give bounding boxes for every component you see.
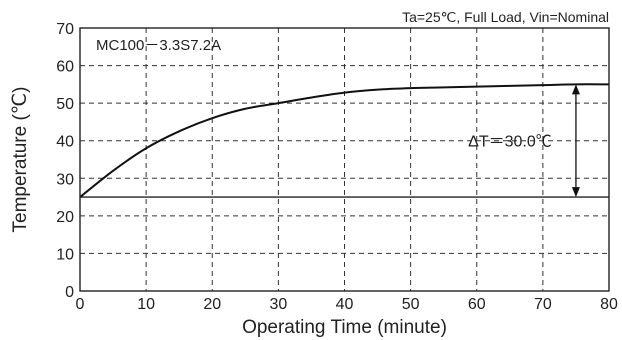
plot-layer xyxy=(79,83,610,198)
y-tick-label: 60 xyxy=(56,59,74,76)
x-tick-label: 30 xyxy=(269,296,287,313)
y-tick-label: 50 xyxy=(56,96,74,113)
y-tick-label: 70 xyxy=(56,21,74,38)
test-conditions: Ta=25℃, Full Load, Vin=Nominal xyxy=(402,9,609,25)
x-tick-label: 0 xyxy=(76,296,85,313)
x-tick-label: 20 xyxy=(203,296,221,313)
delta-t-arrowhead-up xyxy=(571,84,580,95)
y-tick-label: 10 xyxy=(56,246,74,263)
y-tick-label: 30 xyxy=(56,171,74,188)
x-tick-label: 80 xyxy=(600,296,618,313)
plot-frame xyxy=(79,27,610,292)
y-tick-label: 40 xyxy=(56,134,74,151)
temperature-curve xyxy=(79,83,610,198)
x-axis-title: Operating Time (minute) xyxy=(242,317,447,338)
y-tick-label: 20 xyxy=(56,209,74,226)
delta-t-label: ΔT＝30.0℃ xyxy=(468,134,552,151)
x-tick-label: 50 xyxy=(402,296,420,313)
x-tick-label: 40 xyxy=(336,296,354,313)
x-tick-label: 70 xyxy=(534,296,552,313)
y-axis-title: Temperature (℃) xyxy=(10,87,31,233)
grid-lines xyxy=(80,28,609,291)
delta-t-arrowhead-down xyxy=(571,187,580,198)
model-label: MC100－3.3S7.2A xyxy=(96,37,221,54)
x-tick-label: 10 xyxy=(137,296,155,313)
tick-labels: 0 10 20 30 40 50 60 70 80 0 10 20 30 40 50 60 70 xyxy=(56,21,618,313)
y-tick-label: 0 xyxy=(65,284,74,301)
x-tick-label: 60 xyxy=(468,296,486,313)
